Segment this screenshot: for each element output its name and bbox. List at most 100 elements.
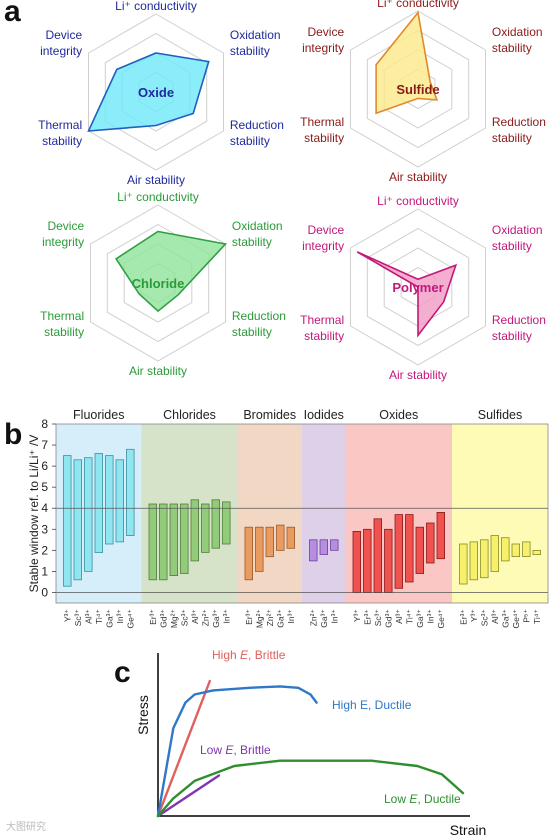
window-bar [222,501,231,545]
bar-tick-label: Ga³⁺ [319,609,329,628]
series-label-part: High E, Ductile [332,698,412,712]
radar-sulfide: Sulfide Li⁺ conductivity Oxidation stabilit… [300,0,546,184]
bar-tick-label: Zn²⁺ [265,609,275,627]
watermark-text: 大图研究 [6,822,46,833]
window-bar [480,539,489,579]
bar-tick-label: Ga³⁺ [211,609,221,628]
series-label: High E, Brittle [212,648,286,662]
radar-axis-label: Reduction [230,118,284,132]
window-bar [309,539,318,562]
radar-center-label: Sulfide [396,82,439,97]
radar-axis-label: Li⁺ conductivity [377,0,459,10]
radar-axis-label: integrity [42,235,84,249]
window-bar [105,455,114,545]
radar-axis-label: Oxidation [232,219,283,233]
radar-axis-label: stability [304,329,344,343]
group-label: Iodides [304,408,344,422]
panel-label-a: a [4,0,21,28]
bar-tick-label: Ga³⁺ [275,609,285,628]
series-label-part: Low [384,792,409,806]
radar-axis-label: stability [492,239,532,253]
window-bar [201,503,210,553]
radar-axis-label: Thermal [40,309,84,323]
window-bar [394,514,403,589]
y-tick-label: 7 [41,438,48,452]
window-bar [352,530,361,593]
bar-group-bromides: Bromides Er³⁺ Mg²⁺ Zn²⁺ Ga³⁺ In³⁺ [237,408,302,628]
series-label-part: E [409,792,418,806]
y-tick-label: 6 [41,459,48,473]
y-tick-label: 8 [41,417,48,431]
bar-tick-label: Al³⁺ [394,609,404,624]
window-bar [63,455,72,587]
radar-chloride: Chloride Li⁺ conductivity Oxidation stabili… [40,190,286,378]
bar-tick-label: Mg²⁺ [169,609,179,629]
radar-axis-label: Oxidation [492,25,543,39]
bar-tick-label: Ti⁴⁺ [404,609,414,624]
bar-tick-label: Er³⁺ [362,609,372,625]
radar-axis-label: Air stability [127,173,185,187]
bar-tick-label: Y³⁺ [469,609,479,623]
radar-axis-label: Device [307,223,344,237]
radar-axis-label: Li⁺ conductivity [115,0,197,13]
radar-axis-label: integrity [302,239,344,253]
radar-axis-label: Reduction [492,115,546,129]
radar-center-label: Oxide [138,85,174,100]
window-bar [319,539,328,555]
radar-axis-label: Device [45,28,82,42]
bar-tick-label: Ge⁴⁺ [436,609,446,629]
y-tick-label: 1 [41,564,48,578]
radar-charts: Oxide Li⁺ conductivity Oxidation stability R… [38,0,546,382]
group-background [141,424,238,603]
bar-tick-label: In³⁺ [329,609,339,624]
group-label: Sulfides [478,408,522,422]
radar-axis-label: Reduction [492,313,546,327]
radar-grid-ring [350,208,486,366]
bar-tick-label: Zn²⁺ [200,609,210,627]
group-label: Bromides [243,408,296,422]
bar-tick-label: Ga³⁺ [104,609,114,628]
window-bar [469,541,478,581]
window-bar [330,539,339,551]
radar-polymer: Polymer Li⁺ conductivity Oxidation stabilit… [300,194,546,382]
panel-label-c: c [114,656,131,689]
y-tick-label: 5 [41,480,48,494]
radar-oxide: Oxide Li⁺ conductivity Oxidation stability R… [38,0,284,187]
radar-axis-label: Oxidation [230,28,281,42]
radar-axis-label: stability [44,325,84,339]
window-bar [190,499,199,562]
curve-high-e-brittle [156,679,211,818]
radar-axis-label: integrity [302,41,344,55]
window-bar [94,453,103,553]
radar-axis-label: Thermal [38,118,82,132]
window-bar [436,512,445,560]
window-bar [169,503,178,576]
window-bar [84,457,93,572]
radar-axis-label: Device [307,25,344,39]
bar-tick-label: Sc³⁺ [479,609,489,627]
window-bar [363,528,372,593]
panel-label-b: b [4,418,23,451]
radar-axis-label: stability [42,134,82,148]
bar-group-fluorides: Fluorides Y³⁺ Sc³⁺ Al³⁺ Ti⁴⁺ Ga³⁺ In³⁺ Ge⁴⁺ [56,408,142,629]
window-bar [255,526,264,572]
radar-polygon-oxide [87,52,210,132]
bar-tick-label: Ge⁴⁺ [125,609,135,629]
y-tick-label: 2 [41,543,48,557]
window-bar [148,503,157,581]
radar-axis-label: stability [230,134,270,148]
bar-tick-label: Y³⁺ [352,609,362,623]
bar-tick-label: Zn²⁺ [308,609,318,627]
y-tick-label: 3 [41,522,48,536]
bar-tick-label: Sc³⁺ [73,609,83,627]
radar-axis-label: Device [47,219,84,233]
window-bar [73,459,82,581]
window-bar [501,537,510,562]
window-bar [405,514,414,583]
bar-tick-label: Y³⁺ [62,609,72,623]
window-bar [384,528,393,593]
curve-high-e-ductile [156,685,318,818]
series-label: Low E, Brittle [200,743,271,757]
window-bar [373,518,382,593]
